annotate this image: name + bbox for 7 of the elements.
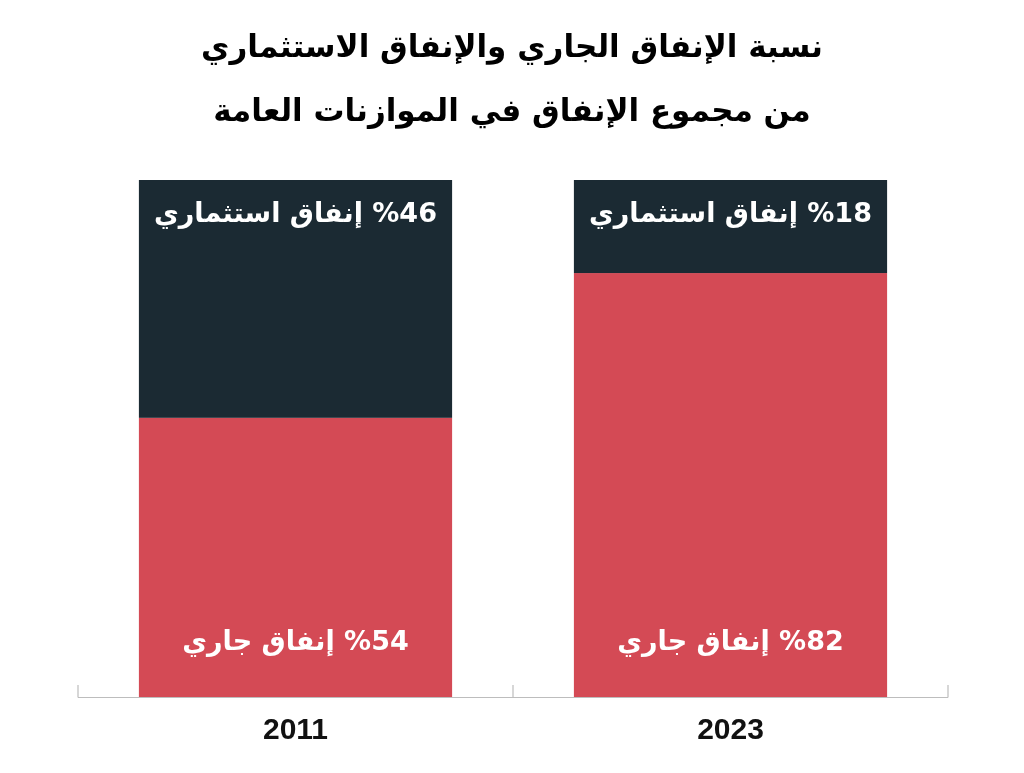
value-label: %46 إنفاق استثماري <box>154 196 437 228</box>
category: 2023 <box>697 712 764 745</box>
category: 2011 <box>262 712 329 745</box>
value-label: %82 إنفاق جاري <box>617 624 844 656</box>
value-label: %54 إنفاق جاري <box>182 624 409 656</box>
value-label: %18 إنفاق استثماري <box>589 196 872 228</box>
title: نسبة الإنفاق الجاري والإنفاق الاستثماري من مجموع الإنفاق في الموازنات العامة <box>200 27 824 131</box>
